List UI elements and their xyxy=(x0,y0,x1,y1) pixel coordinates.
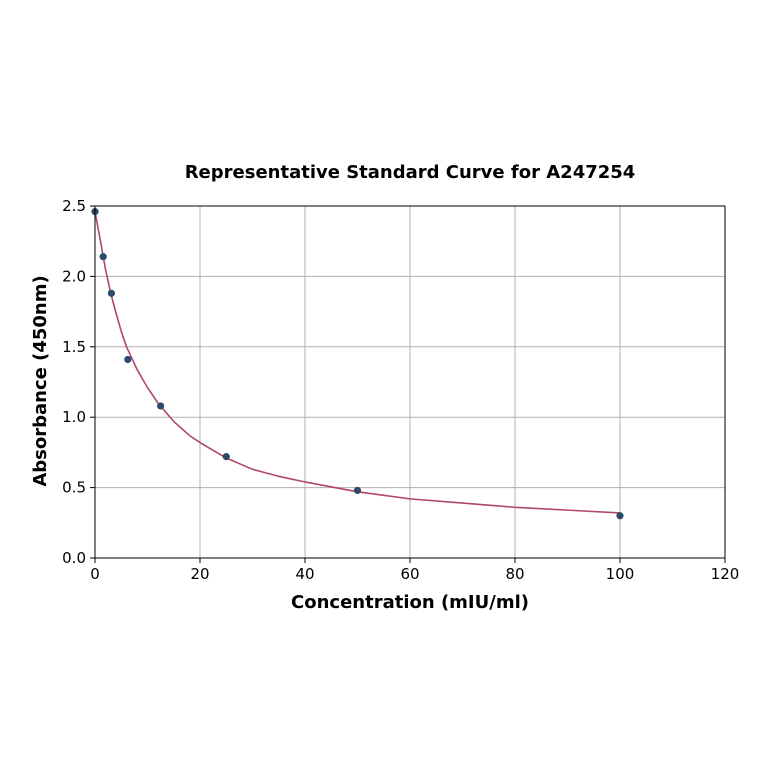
y-tick-label: 0.5 xyxy=(62,479,86,497)
fit-curve-line xyxy=(94,211,621,514)
data-point xyxy=(107,289,116,297)
x-axis-ticks: 0 20 40 60 80 100 120 xyxy=(90,558,739,583)
y-axis-ticks: 0.0 0.5 1.0 1.5 2.0 2.5 xyxy=(62,197,95,567)
data-point xyxy=(99,253,107,261)
x-tick-label: 80 xyxy=(505,565,524,583)
y-tick-label: 1.5 xyxy=(62,338,86,356)
y-axis-label: Absorbance (450nm) xyxy=(30,275,51,486)
data-point xyxy=(124,355,132,364)
grid-lines xyxy=(94,205,726,559)
data-point xyxy=(222,453,230,461)
x-tick-label: 40 xyxy=(295,565,314,583)
chart-title: Representative Standard Curve for A24725… xyxy=(185,162,636,183)
x-tick-label: 60 xyxy=(400,565,419,583)
y-tick-label: 2.0 xyxy=(62,267,86,285)
data-point xyxy=(353,486,362,495)
x-axis-label: Concentration (mIU/ml) xyxy=(291,592,529,613)
y-tick-label: 2.5 xyxy=(62,197,86,215)
data-point xyxy=(157,402,165,410)
x-tick-label: 100 xyxy=(606,565,635,583)
data-point xyxy=(616,512,624,520)
data-points xyxy=(91,208,624,520)
x-tick-label: 0 xyxy=(90,565,100,583)
x-tick-label: 20 xyxy=(190,565,209,583)
x-tick-label: 120 xyxy=(711,565,740,583)
y-tick-label: 1.0 xyxy=(62,408,86,426)
y-tick-label: 0.0 xyxy=(62,549,86,567)
